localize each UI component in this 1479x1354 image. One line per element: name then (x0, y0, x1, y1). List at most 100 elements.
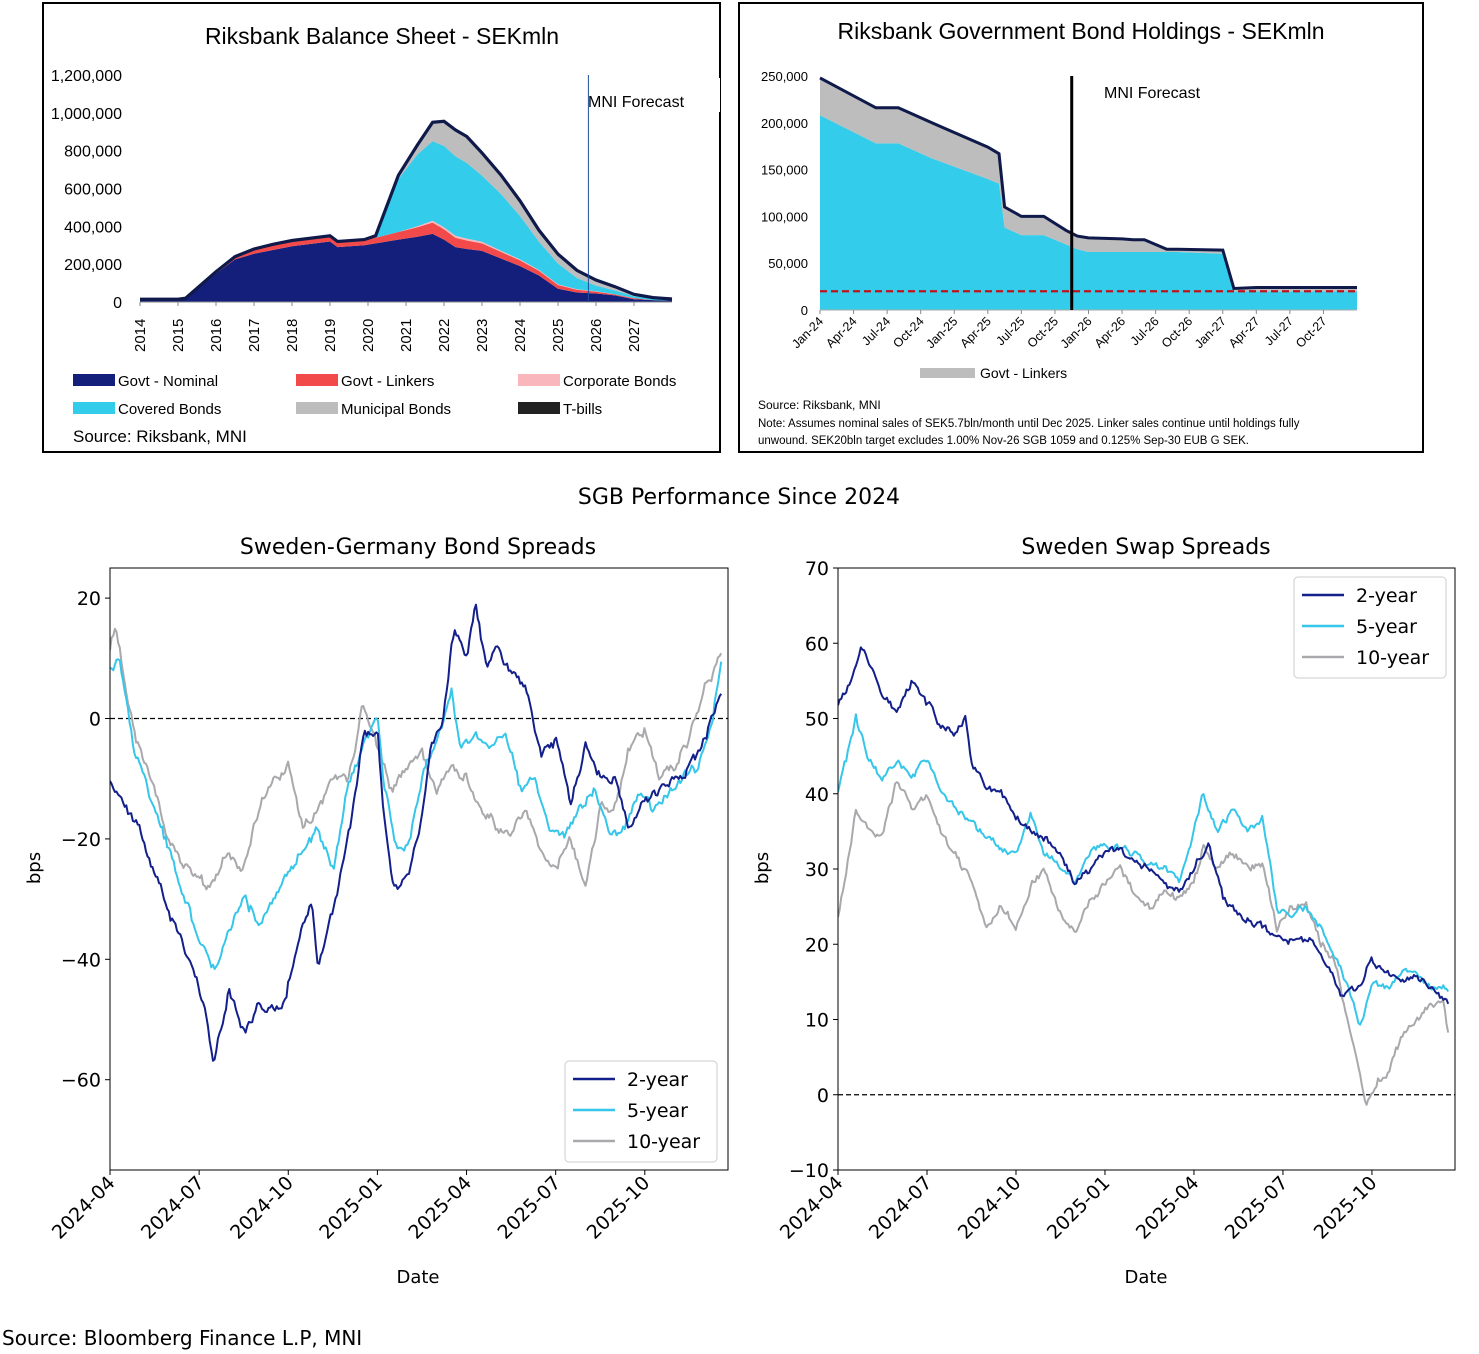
legend-label-5-year: 5-year (627, 1100, 688, 1122)
x-tick-2015: 2015 (170, 319, 187, 352)
area-govt-nominal (820, 115, 1357, 310)
y-tick-2: 10 (805, 1010, 829, 1032)
balance-sheet-plot-area (140, 75, 720, 303)
balance-sheet-source: Source: Riksbank, MNI (73, 427, 247, 446)
x-tick-2024: 2024 (512, 319, 529, 352)
legend-label-govt-linkers: Govt - Linkers (980, 365, 1067, 381)
legend-label-govt-nominal: Govt - Nominal (118, 373, 218, 390)
legend-box (1293, 576, 1447, 679)
swap-spreads-x-label: Date (1124, 1267, 1167, 1288)
x-tick-2020: 2020 (360, 319, 377, 352)
bund-spreads-title: Sweden-Germany Bond Spreads (240, 535, 596, 560)
bund-spreads-plot-area: −60 −40 −20 0 20 2024-04 2024-07 2024-10 2025-01… (48, 567, 729, 1244)
y-tick-6: 1,200,000 (51, 68, 122, 85)
legend-label-5-year: 5-year (1356, 616, 1417, 638)
y-tick-2: −20 (61, 829, 101, 851)
area-govt-linkers (140, 222, 672, 301)
swap-spreads-title: Sweden Swap Spreads (1021, 535, 1270, 560)
x-tick-2024-04: 2024-04 (776, 1172, 848, 1244)
bottom-source: Source: Bloomberg Finance L.P, MNI (2, 1326, 362, 1350)
legend-swatch-govt-nominal (73, 374, 115, 386)
bund-spreads-y-label: bps (24, 852, 45, 884)
forecast-label-backdrop (590, 78, 720, 112)
legend-label-t-bills: T-bills (563, 401, 602, 418)
y-tick-0: 0 (801, 303, 808, 318)
legend-label-covered-bonds: Covered Bonds (118, 401, 221, 418)
x-tick-2014: 2014 (132, 319, 149, 352)
y-tick-2: 100,000 (761, 209, 808, 224)
x-tick-2021: 2021 (398, 319, 415, 352)
x-tick-2025: 2025 (550, 319, 567, 352)
legend-label-2-year: 2-year (1356, 585, 1417, 607)
y-tick-1: 200,000 (64, 257, 122, 274)
y-tick-7: 60 (805, 633, 829, 655)
legend-label-10-year: 10-year (1356, 647, 1429, 669)
x-tick-2023: 2023 (474, 319, 491, 352)
bond-holdings-y-ticks: 0 50,000 100,000 150,000 200,000 250,000 (761, 69, 808, 318)
bond-holdings-note-line-2: unwound. SEK20bln target excludes 1.00% … (758, 435, 1249, 447)
legend-label-govt-linkers: Govt - Linkers (341, 373, 434, 390)
bond-holdings-title: Riksbank Government Bond Holdings - SEKm… (837, 18, 1324, 44)
area-govt-nominal (140, 233, 672, 302)
balance-sheet-title: Riksbank Balance Sheet - SEKmln (205, 23, 559, 49)
x-tick-2025-04: 2025-04 (404, 1172, 476, 1244)
x-tick-2025-10: 2025-10 (1310, 1172, 1382, 1244)
bond-holdings-source: Source: Riksbank, MNI (758, 398, 881, 412)
y-tick-4: 200,000 (761, 116, 808, 131)
swap-spreads-y-label: bps (752, 852, 773, 884)
y-tick-0: −60 (61, 1070, 101, 1092)
y-tick-3: 600,000 (64, 182, 122, 199)
y-tick-5: 1,000,000 (51, 106, 122, 123)
series-line-2-year (838, 646, 1450, 1005)
y-tick-3: 0 (89, 709, 101, 731)
bond-holdings-forecast-label: MNI Forecast (1104, 85, 1201, 102)
x-tick-2025-01: 2025-01 (315, 1172, 387, 1244)
legend-swatch-t-bills (518, 402, 560, 414)
x-tick-2024-10: 2024-10 (226, 1172, 298, 1244)
x-tick-2024-10: 2024-10 (954, 1172, 1026, 1244)
y-tick-1: 0 (817, 1085, 829, 1107)
area-govt-linkers (820, 77, 1357, 292)
sgb-performance-title: SGB Performance Since 2024 (578, 485, 900, 510)
y-tick-2: 400,000 (64, 219, 122, 236)
x-tick-2022: 2022 (436, 319, 453, 352)
x-tick-2024-07: 2024-07 (865, 1172, 937, 1244)
legend-swatch-corporate-bonds (518, 374, 560, 386)
bond-holdings-plot-area (819, 76, 1357, 311)
y-tick-1: −40 (61, 949, 101, 971)
legend-label-municipal-bonds: Municipal Bonds (341, 401, 451, 418)
area-covered-bonds (140, 141, 672, 301)
sweden-germany-spreads-panel: Sweden-Germany Bond Spreads −60 −40 −20 0 20… (24, 535, 729, 1288)
bond-holdings-note-line-1: Note: Assumes nominal sales of SEK5.7bln… (758, 418, 1300, 430)
y-tick-4: 20 (77, 588, 101, 610)
y-tick-5: 40 (805, 784, 829, 806)
x-tick-2025-10: 2025-10 (583, 1172, 655, 1244)
total-holdings-line (819, 76, 1357, 291)
x-tick-2024-07: 2024-07 (137, 1172, 209, 1244)
legend-label-10-year: 10-year (627, 1131, 700, 1153)
legend-label-corporate-bonds: Corporate Bonds (563, 373, 676, 390)
sweden-swap-spreads-panel: Sweden Swap Spreads −10 0 10 20 30 40 50 60 70 20… (752, 535, 1456, 1288)
y-tick-8: 70 (805, 558, 829, 580)
series-line-5-year (838, 713, 1450, 1026)
series-line-5-year (110, 658, 723, 970)
balance-sheet-y-ticks: 0 200,000 400,000 600,000 800,000 1,000,000 1,… (51, 68, 122, 312)
y-tick-5: 250,000 (761, 69, 808, 84)
y-tick-3: 20 (805, 934, 829, 956)
balance-sheet-legend: Govt - Nominal Govt - Linkers Corporate Bo… (73, 373, 676, 418)
legend-swatch-covered-bonds (73, 402, 115, 414)
bund-spreads-x-label: Date (396, 1267, 439, 1288)
series-line-2-year (110, 603, 723, 1062)
legend-box (564, 1060, 718, 1163)
series-line-10-year (838, 781, 1450, 1106)
legend-swatch-govt-linkers (296, 374, 338, 386)
y-tick-0: −10 (789, 1160, 829, 1182)
y-tick-3: 150,000 (761, 163, 808, 178)
balance-sheet-forecast-label: MNI Forecast (588, 94, 685, 111)
y-tick-1: 50,000 (768, 256, 808, 271)
x-tick-2017: 2017 (246, 319, 263, 352)
y-tick-6: 50 (805, 709, 829, 731)
x-tick-2026: 2026 (588, 319, 605, 352)
